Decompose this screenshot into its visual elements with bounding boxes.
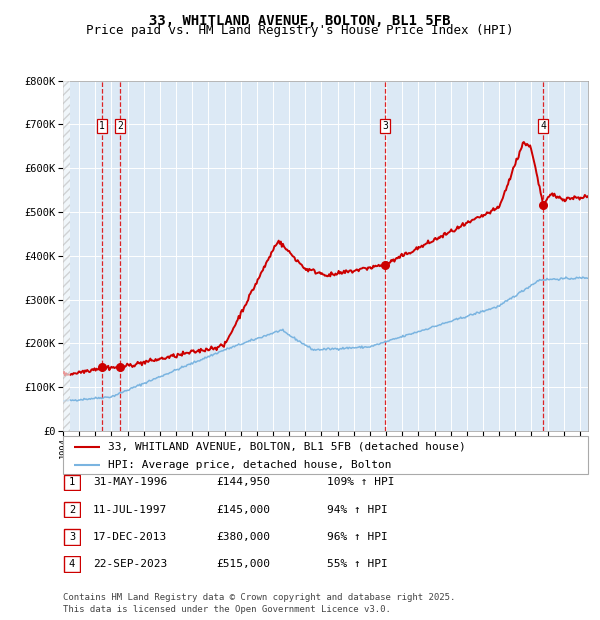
Text: 2: 2 bbox=[117, 121, 123, 131]
Text: 96% ↑ HPI: 96% ↑ HPI bbox=[327, 532, 388, 542]
FancyBboxPatch shape bbox=[64, 556, 80, 572]
Text: Price paid vs. HM Land Registry's House Price Index (HPI): Price paid vs. HM Land Registry's House … bbox=[86, 24, 514, 37]
Text: 31-MAY-1996: 31-MAY-1996 bbox=[93, 477, 167, 487]
Bar bbox=[63, 81, 70, 431]
Text: 4: 4 bbox=[69, 559, 75, 569]
Text: £515,000: £515,000 bbox=[216, 559, 270, 569]
Text: 3: 3 bbox=[69, 532, 75, 542]
Text: 4: 4 bbox=[540, 121, 546, 131]
Text: 22-SEP-2023: 22-SEP-2023 bbox=[93, 559, 167, 569]
FancyBboxPatch shape bbox=[64, 474, 80, 490]
Text: 55% ↑ HPI: 55% ↑ HPI bbox=[327, 559, 388, 569]
FancyBboxPatch shape bbox=[64, 529, 80, 545]
Text: 109% ↑ HPI: 109% ↑ HPI bbox=[327, 477, 395, 487]
Text: 11-JUL-1997: 11-JUL-1997 bbox=[93, 505, 167, 515]
FancyBboxPatch shape bbox=[64, 502, 80, 518]
Text: £144,950: £144,950 bbox=[216, 477, 270, 487]
Text: 94% ↑ HPI: 94% ↑ HPI bbox=[327, 505, 388, 515]
Text: 33, WHITLAND AVENUE, BOLTON, BL1 5FB: 33, WHITLAND AVENUE, BOLTON, BL1 5FB bbox=[149, 14, 451, 28]
Text: 1: 1 bbox=[99, 121, 105, 131]
Text: Contains HM Land Registry data © Crown copyright and database right 2025.
This d: Contains HM Land Registry data © Crown c… bbox=[63, 593, 455, 614]
Text: 1: 1 bbox=[69, 477, 75, 487]
Text: £145,000: £145,000 bbox=[216, 505, 270, 515]
Text: 3: 3 bbox=[382, 121, 388, 131]
FancyBboxPatch shape bbox=[63, 436, 588, 474]
Text: HPI: Average price, detached house, Bolton: HPI: Average price, detached house, Bolt… bbox=[107, 459, 391, 470]
Text: 17-DEC-2013: 17-DEC-2013 bbox=[93, 532, 167, 542]
Text: £380,000: £380,000 bbox=[216, 532, 270, 542]
Text: 33, WHITLAND AVENUE, BOLTON, BL1 5FB (detached house): 33, WHITLAND AVENUE, BOLTON, BL1 5FB (de… bbox=[107, 441, 466, 451]
Text: 2: 2 bbox=[69, 505, 75, 515]
